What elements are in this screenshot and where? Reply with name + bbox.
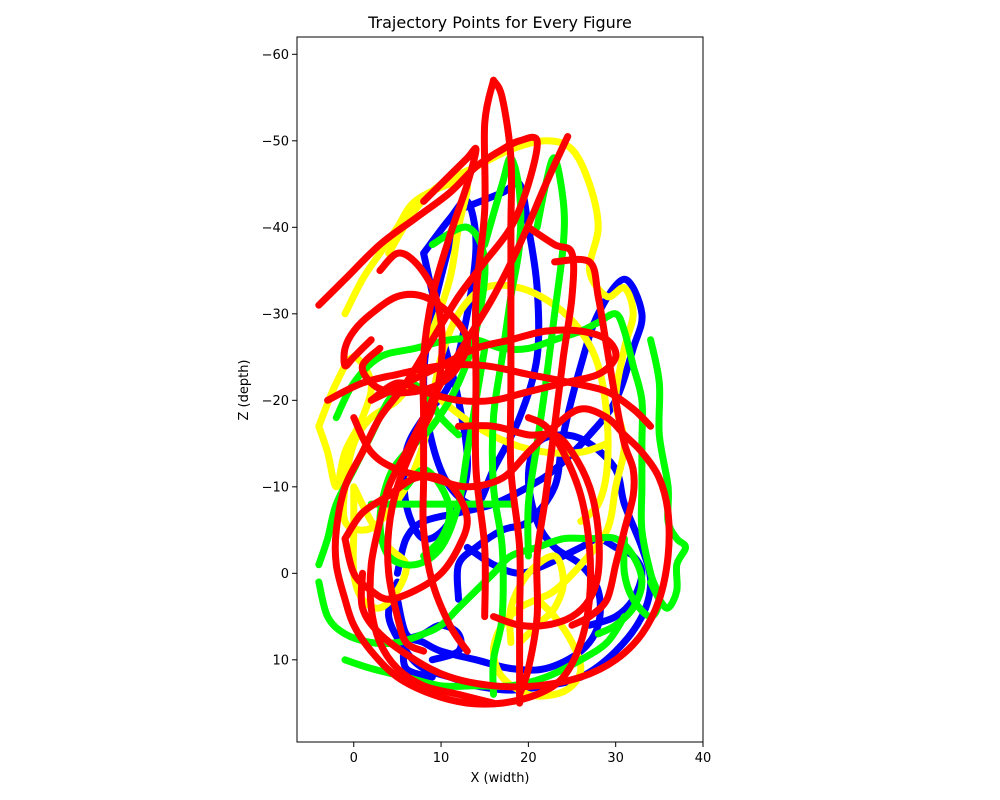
- x-axis: 0 10 20 30 40: [350, 742, 712, 766]
- x-tick-label: 30: [607, 751, 624, 766]
- plot-area: [315, 76, 689, 708]
- trajectory-path: [315, 533, 646, 648]
- x-tick-label: 10: [433, 751, 450, 766]
- trajectory-path: [315, 133, 595, 708]
- trajectory-path: [350, 405, 673, 691]
- series-3: [315, 76, 673, 708]
- trajectory-path: [385, 137, 637, 700]
- y-tick-label: −60: [262, 48, 289, 63]
- y-tick-label: 10: [272, 653, 289, 668]
- y-axis: −60 −50 −40 −30 −20 −10 0 10: [262, 48, 297, 668]
- y-tick-label: −20: [262, 394, 289, 409]
- y-tick-label: −10: [262, 480, 289, 495]
- trajectory-path: [341, 472, 471, 603]
- trajectory-path: [366, 133, 572, 707]
- y-axis-label: Z (depth): [237, 359, 252, 420]
- trajectory-path: [551, 255, 638, 629]
- plot-frame: [296, 36, 704, 743]
- trajectory-path: [367, 326, 620, 405]
- trajectory-path: [393, 275, 646, 603]
- trajectory-path: [524, 154, 568, 560]
- x-tick-label: 0: [350, 751, 358, 766]
- chart-title: Trajectory Points for Every Figure: [367, 13, 632, 32]
- y-tick-label: −50: [262, 134, 289, 149]
- y-tick-label: 0: [281, 567, 289, 582]
- trajectory-path: [315, 353, 375, 491]
- trajectory-path: [471, 76, 497, 621]
- x-tick-label: 40: [695, 751, 712, 766]
- trajectory-path: [647, 336, 689, 612]
- trajectory-path: [324, 361, 655, 430]
- trajectory-path: [455, 422, 603, 630]
- y-tick-label: −40: [262, 221, 289, 236]
- y-tick-label: −30: [262, 307, 289, 322]
- x-tick-label: 20: [520, 751, 537, 766]
- x-axis-label: X (width): [470, 771, 529, 786]
